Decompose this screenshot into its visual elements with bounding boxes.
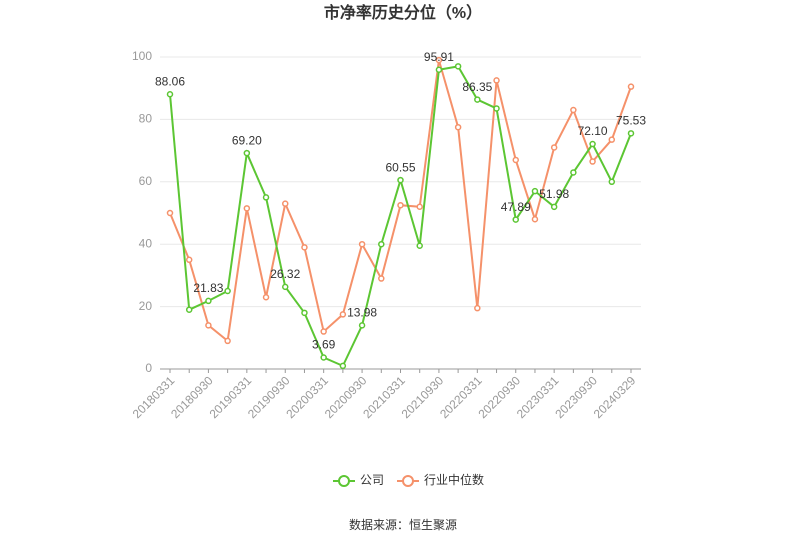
point bbox=[608, 178, 616, 186]
point bbox=[474, 96, 481, 103]
y-tick-label: 60 bbox=[139, 174, 153, 188]
point bbox=[378, 275, 385, 282]
point bbox=[301, 244, 308, 251]
point bbox=[301, 309, 308, 317]
line bbox=[169, 65, 632, 368]
x-tick-label: 20240329 bbox=[591, 373, 639, 421]
point bbox=[262, 194, 270, 201]
y-tick-label: 0 bbox=[145, 361, 152, 375]
point bbox=[454, 123, 462, 131]
point bbox=[550, 203, 558, 211]
data-label: 13.98 bbox=[347, 306, 377, 320]
chart-title: 市净率历史分位（%） bbox=[324, 3, 482, 22]
point bbox=[493, 105, 500, 112]
legend-label: 公司 bbox=[360, 473, 384, 487]
data-label: 69.20 bbox=[232, 133, 262, 147]
point bbox=[435, 56, 443, 64]
point bbox=[166, 91, 174, 98]
data-label: 86.35 bbox=[462, 80, 492, 94]
data-label: 95.91 bbox=[424, 50, 454, 64]
point bbox=[512, 216, 519, 223]
data-label: 51.98 bbox=[539, 187, 569, 201]
source: 数据来源：恒生聚源 bbox=[349, 517, 457, 532]
point bbox=[320, 354, 327, 361]
y-tick-label: 20 bbox=[139, 299, 153, 313]
point bbox=[397, 176, 404, 184]
point bbox=[358, 240, 366, 248]
point bbox=[378, 240, 385, 248]
data-label: 47.89 bbox=[501, 200, 531, 214]
point bbox=[339, 311, 347, 318]
point bbox=[512, 156, 519, 164]
point bbox=[262, 293, 270, 301]
data-label: 26.32 bbox=[270, 267, 300, 281]
point bbox=[358, 322, 366, 329]
y-tick-label: 80 bbox=[139, 112, 153, 126]
point bbox=[474, 304, 481, 312]
point bbox=[493, 77, 500, 84]
point bbox=[224, 337, 231, 345]
legend-item: 行业中位数 bbox=[397, 472, 484, 487]
point bbox=[435, 66, 443, 74]
point bbox=[627, 130, 635, 137]
point bbox=[570, 106, 577, 114]
point bbox=[243, 149, 251, 157]
point bbox=[185, 256, 193, 264]
data-label: 88.06 bbox=[155, 74, 185, 88]
point bbox=[166, 209, 174, 217]
data-label: 75.53 bbox=[616, 114, 646, 128]
point bbox=[282, 200, 289, 207]
point bbox=[454, 63, 462, 70]
point bbox=[320, 328, 327, 335]
point bbox=[627, 83, 635, 90]
point bbox=[589, 158, 596, 165]
point bbox=[608, 136, 616, 143]
data-label: 3.69 bbox=[312, 338, 336, 352]
point bbox=[282, 283, 289, 291]
data-label: 21.83 bbox=[193, 281, 223, 295]
data-label: 60.55 bbox=[385, 160, 415, 174]
point bbox=[589, 140, 596, 148]
legend-marker bbox=[402, 475, 414, 487]
legend-marker bbox=[338, 475, 350, 487]
point bbox=[416, 203, 423, 211]
point bbox=[416, 242, 423, 250]
point bbox=[205, 322, 212, 329]
point bbox=[224, 287, 231, 295]
y-tick-label: 100 bbox=[132, 49, 152, 63]
point bbox=[397, 201, 404, 209]
point bbox=[531, 215, 539, 223]
point bbox=[205, 297, 212, 305]
legend-label: 行业中位数 bbox=[424, 472, 484, 487]
data-label: 72.10 bbox=[578, 124, 608, 138]
point bbox=[570, 169, 577, 176]
point bbox=[531, 187, 539, 195]
point bbox=[339, 362, 347, 370]
legend-item: 公司 bbox=[333, 473, 384, 487]
point bbox=[185, 306, 193, 313]
y-tick-label: 40 bbox=[139, 236, 153, 250]
point bbox=[550, 144, 558, 151]
point bbox=[243, 205, 251, 212]
